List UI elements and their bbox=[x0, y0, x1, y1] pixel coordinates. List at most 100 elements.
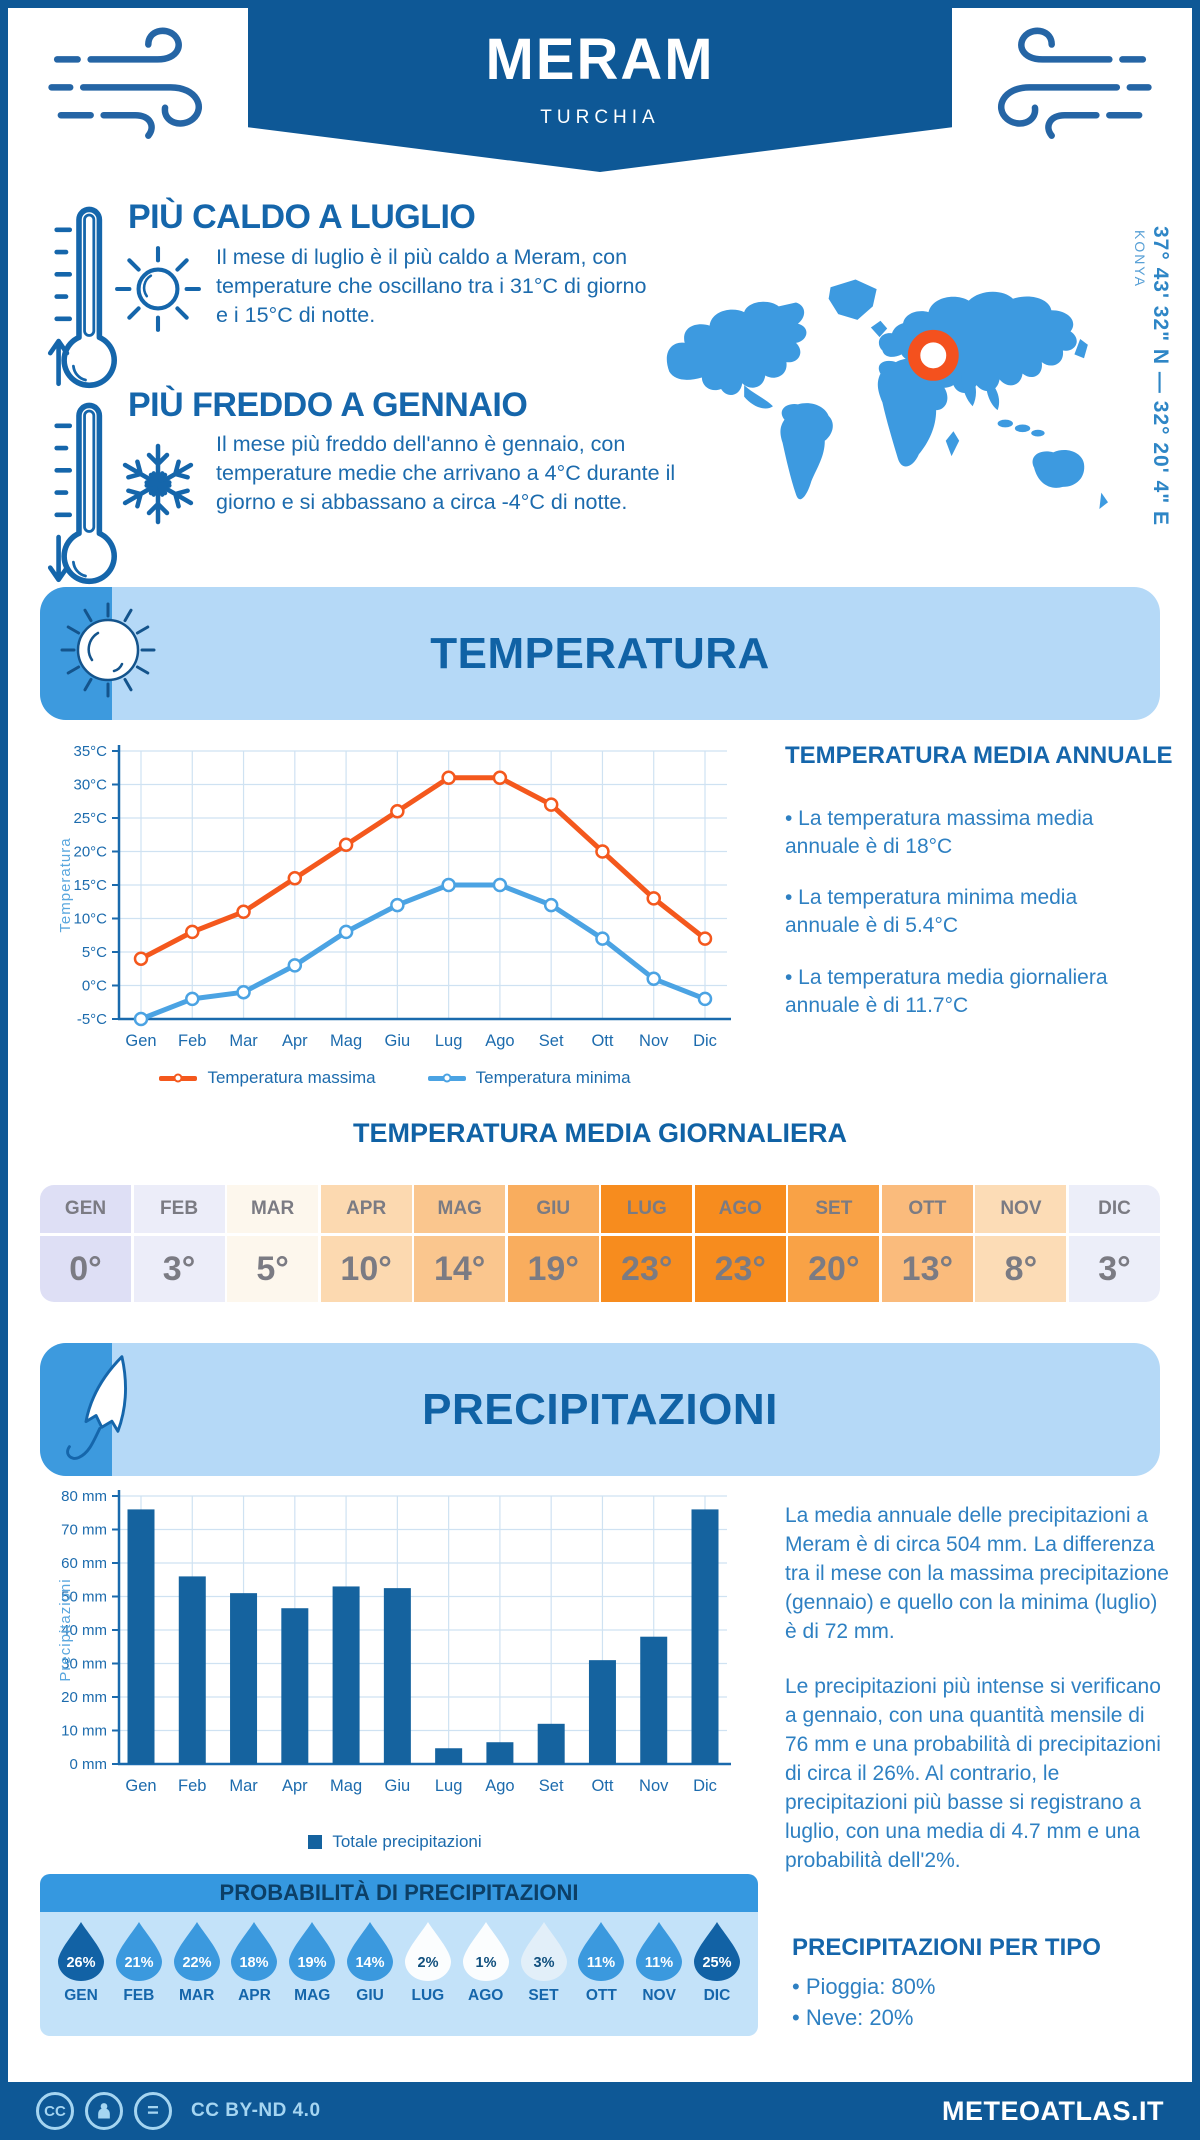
svg-text:0 mm: 0 mm bbox=[70, 1756, 108, 1773]
monthly-temperature-table: GEN 0° FEB 3° MAR 5° APR 10° MAG 14° GIU 19° LUG 23° A… bbox=[40, 1185, 1160, 1302]
svg-text:10 mm: 10 mm bbox=[61, 1723, 107, 1740]
svg-text:Gen: Gen bbox=[125, 1032, 156, 1050]
equals-icon: = bbox=[134, 2092, 172, 2130]
svg-text:-5°C: -5°C bbox=[77, 1011, 107, 1028]
temp-value-cell: 5° bbox=[227, 1236, 319, 1302]
svg-text:Precipitazioni: Precipitazioni bbox=[57, 1578, 74, 1681]
warm-section-title: PIÙ CALDO A LUGLIO bbox=[128, 198, 476, 236]
droplet-icon: 19% bbox=[289, 1922, 336, 1981]
sun-icon bbox=[115, 246, 201, 332]
svg-text:Dic: Dic bbox=[693, 1032, 717, 1050]
probability-drop: 2% LUG bbox=[403, 1920, 453, 2036]
svg-text:60 mm: 60 mm bbox=[61, 1555, 107, 1572]
month-cell: LUG bbox=[601, 1185, 693, 1233]
svg-text:35°C: 35°C bbox=[73, 743, 107, 760]
drop-month-label: LUG bbox=[411, 1987, 445, 2004]
svg-text:22%: 22% bbox=[182, 1955, 211, 1971]
temperature-line-chart: -5°C 0°C 5°C 10°C 15°C 20°C 25°C 30°C 35°C Gen Feb… bbox=[57, 743, 731, 1050]
header-banner: MERAM TURCHIA bbox=[248, 0, 952, 172]
cold-section-title: PIÙ FREDDO A GENNAIO bbox=[128, 386, 528, 424]
drop-month-label: SET bbox=[528, 1987, 559, 2004]
probability-drop: 11% OTT bbox=[576, 1920, 626, 2036]
legend-line-marker bbox=[159, 1073, 198, 1083]
svg-text:Lug: Lug bbox=[435, 1032, 463, 1050]
region-label: KONYA bbox=[1132, 230, 1148, 288]
page-subtitle: TURCHIA bbox=[540, 107, 660, 128]
svg-text:70 mm: 70 mm bbox=[61, 1522, 107, 1539]
probability-drop: 21% FEB bbox=[114, 1920, 164, 2036]
temp-value-cell: 13° bbox=[881, 1236, 973, 1302]
precipitation-paragraph: La media annuale delle precipitazioni a … bbox=[785, 1504, 1169, 1643]
temp-value-cell: 23° bbox=[601, 1236, 693, 1302]
thermometer-up-icon bbox=[47, 206, 117, 388]
cold-section-text: Il mese più freddo dell'anno è gennaio, … bbox=[216, 432, 676, 514]
annual-bullet: • La temperatura massima media annuale è… bbox=[785, 807, 1094, 858]
svg-text:Set: Set bbox=[539, 1032, 564, 1050]
drop-month-label: GIU bbox=[356, 1987, 384, 2004]
page-border-right bbox=[1192, 0, 1200, 2140]
drop-month-label: MAG bbox=[294, 1987, 331, 2004]
probability-drop: 11% NOV bbox=[634, 1920, 684, 2036]
svg-text:Feb: Feb bbox=[178, 1032, 206, 1050]
annual-bullet: • La temperatura media giornaliera annua… bbox=[785, 965, 1108, 1017]
probability-droplets-row: 26% GEN 21% FEB 22% MAR 18% APR 19% MAG 14% GIU 2% LU… bbox=[40, 1912, 758, 2036]
month-column: LUG 23° bbox=[601, 1185, 693, 1302]
month-column: MAG 14° bbox=[414, 1185, 506, 1302]
annual-bullet: • La temperatura minima media annuale è … bbox=[785, 886, 1078, 938]
svg-text:Lug: Lug bbox=[435, 1777, 463, 1795]
precipitation-chart-legend: Totale precipitazioni bbox=[55, 1832, 735, 1852]
svg-text:Nov: Nov bbox=[639, 1032, 669, 1050]
droplet-icon: 3% bbox=[520, 1922, 567, 1981]
month-cell: NOV bbox=[975, 1185, 1067, 1233]
svg-text:5°C: 5°C bbox=[82, 944, 107, 961]
wind-icon bbox=[998, 27, 1152, 139]
svg-text:30 mm: 30 mm bbox=[61, 1656, 107, 1673]
temp-value-cell: 3° bbox=[133, 1236, 225, 1302]
svg-text:Ott: Ott bbox=[591, 1032, 613, 1050]
probability-drop: 25% DIC bbox=[692, 1920, 742, 2036]
svg-text:0°C: 0°C bbox=[82, 978, 107, 995]
drop-month-label: MAR bbox=[178, 1987, 215, 2004]
month-column: APR 10° bbox=[320, 1185, 412, 1302]
probability-drop: 22% MAR bbox=[172, 1920, 222, 2036]
month-column: NOV 8° bbox=[975, 1185, 1067, 1302]
temp-value-cell: 8° bbox=[975, 1236, 1067, 1302]
coordinates-label: 37° 43' 32" N — 32° 20' 4" E bbox=[1149, 226, 1172, 527]
probability-drop: 26% GEN bbox=[56, 1920, 106, 2036]
svg-text:Set: Set bbox=[539, 1777, 564, 1795]
warm-section-text: Il mese di luglio è il più caldo a Meram… bbox=[216, 245, 647, 327]
month-cell: APR bbox=[320, 1185, 412, 1233]
temp-value-cell: 0° bbox=[40, 1236, 132, 1302]
legend-item: Temperatura massima bbox=[159, 1068, 376, 1088]
temp-value-cell: 23° bbox=[694, 1236, 786, 1302]
month-column: GIU 19° bbox=[507, 1185, 599, 1302]
probability-title: PROBABILITÀ DI PRECIPITAZIONI bbox=[40, 1874, 758, 1912]
by-type-item: • Pioggia: 80% bbox=[792, 1974, 936, 1999]
site-label: METEOATLAS.IT bbox=[942, 2095, 1164, 2126]
precipitation-section-title: PRECIPITAZIONI bbox=[422, 1384, 778, 1434]
svg-text:50 mm: 50 mm bbox=[61, 1589, 107, 1606]
svg-text:18%: 18% bbox=[240, 1955, 269, 1971]
thermometer-down-icon bbox=[47, 402, 117, 584]
precipitation-section-banner: PRECIPITAZIONI bbox=[40, 1343, 1160, 1476]
svg-text:11%: 11% bbox=[587, 1955, 615, 1971]
precipitation-bar-chart: 0 mm 10 mm 20 mm 30 mm 40 mm 50 mm 60 mm 70 mm 8… bbox=[57, 1488, 731, 1795]
svg-text:25%: 25% bbox=[702, 1955, 731, 1971]
svg-text:30°C: 30°C bbox=[73, 777, 107, 794]
month-cell: FEB bbox=[133, 1185, 225, 1233]
temp-value-cell: 19° bbox=[507, 1236, 599, 1302]
probability-drop: 18% APR bbox=[229, 1920, 279, 2036]
svg-text:2%: 2% bbox=[417, 1955, 438, 1971]
probability-drop: 1% AGO bbox=[461, 1920, 511, 2036]
svg-text:21%: 21% bbox=[124, 1955, 153, 1971]
svg-text:Ott: Ott bbox=[591, 1777, 613, 1795]
by-type-item: • Neve: 20% bbox=[792, 2004, 914, 2030]
svg-text:Temperatura: Temperatura bbox=[57, 837, 74, 932]
license-label: CC BY-ND 4.0 bbox=[191, 2100, 321, 2121]
footer-bar: CC = CC BY-ND 4.0 METEOATLAS.IT bbox=[0, 2082, 1200, 2140]
svg-text:80 mm: 80 mm bbox=[61, 1488, 107, 1505]
attribution-person-icon bbox=[85, 2092, 123, 2130]
svg-text:Mar: Mar bbox=[229, 1777, 258, 1795]
month-cell: GIU bbox=[507, 1185, 599, 1233]
month-cell: DIC bbox=[1068, 1185, 1160, 1233]
